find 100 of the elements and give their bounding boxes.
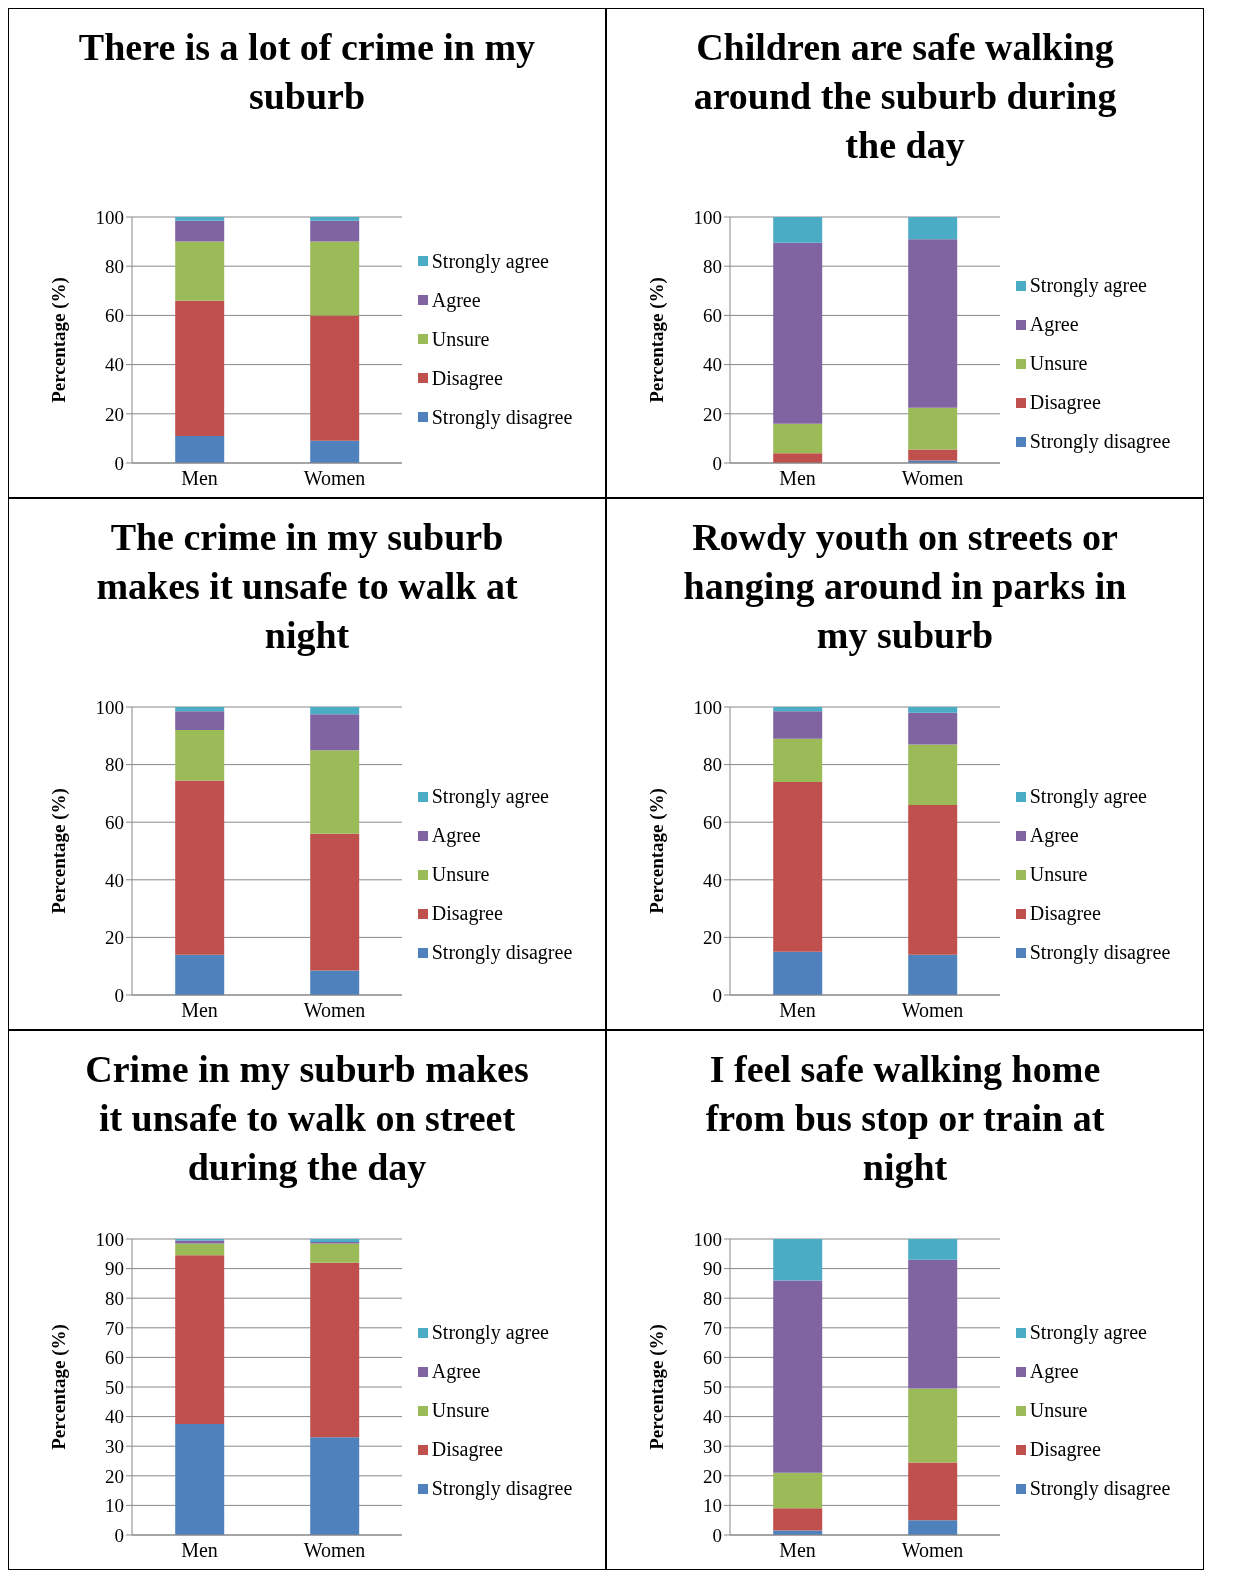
legend-label: Unsure <box>431 327 490 351</box>
legend-label: Unsure <box>431 1399 490 1422</box>
x-tick-label: Women <box>303 467 366 490</box>
legend-label: Disagree <box>1029 391 1101 414</box>
y-tick-label: 60 <box>702 811 722 833</box>
y-axis-title: Percentage (%) <box>645 788 668 914</box>
x-tick-label: Women <box>303 1539 366 1562</box>
legend-label: Disagree <box>1029 1438 1101 1461</box>
y-tick-label: 100 <box>95 696 124 718</box>
legend-label: Strongly disagree <box>431 941 573 964</box>
y-tick-label: 80 <box>104 1287 124 1309</box>
legend-label: Unsure <box>1029 863 1088 886</box>
legend-label: Agree <box>1029 1360 1079 1383</box>
y-tick-label: 30 <box>104 1435 124 1457</box>
y-tick-label: 60 <box>702 305 722 327</box>
y-axis-title: Percentage (%) <box>47 788 70 914</box>
y-tick-label: 70 <box>104 1317 124 1339</box>
y-tick-label: 100 <box>95 1228 124 1250</box>
chart-title: Crime in my suburb makes it unsafe to walk on street during the day <box>84 1047 530 1190</box>
y-axis-title: Percentage (%) <box>645 1324 668 1450</box>
legend-label: Strongly agree <box>1029 274 1147 297</box>
legend-label: Strongly disagree <box>431 1477 573 1500</box>
y-tick-label: 0 <box>712 1524 722 1546</box>
chart-title: Children are safe walking around the suburb during the day <box>692 25 1118 168</box>
y-tick-label: 20 <box>104 927 124 949</box>
y-tick-label: 60 <box>104 811 124 833</box>
y-tick-label: 20 <box>104 1465 124 1487</box>
y-tick-label: 80 <box>104 754 124 776</box>
y-tick-label: 0 <box>114 452 124 474</box>
y-tick-label: 40 <box>104 354 124 376</box>
y-tick-label: 80 <box>702 754 722 776</box>
x-tick-label: Women <box>901 1539 964 1562</box>
legend-label: Strongly agree <box>1029 1321 1147 1344</box>
legend-label: Agree <box>1029 313 1079 336</box>
legend-label: Disagree <box>431 902 503 925</box>
x-tick-label: Men <box>180 467 218 490</box>
legend-label: Agree <box>1029 824 1079 847</box>
x-tick-label: Women <box>901 999 964 1022</box>
legend-label: Disagree <box>1029 902 1101 925</box>
x-tick-label: Women <box>901 467 964 490</box>
legend-label: Strongly disagree <box>431 405 573 429</box>
legend-label: Strongly agree <box>1029 785 1147 808</box>
y-tick-label: 0 <box>712 452 722 474</box>
y-tick-label: 40 <box>702 869 722 891</box>
y-tick-label: 30 <box>702 1435 722 1457</box>
y-tick-label: 40 <box>702 354 722 376</box>
y-tick-label: 100 <box>95 206 124 228</box>
x-tick-label: Women <box>303 999 366 1022</box>
chart-title: There is a lot of crime in my suburb <box>77 25 537 119</box>
y-axis-title: Percentage (%) <box>47 1324 70 1450</box>
y-tick-label: 80 <box>104 255 124 277</box>
y-tick-label: 40 <box>104 1406 124 1428</box>
y-tick-label: 20 <box>702 403 722 425</box>
legend-label: Strongly agree <box>431 249 549 273</box>
y-tick-label: 40 <box>702 1406 722 1428</box>
y-tick-label: 0 <box>712 984 722 1006</box>
y-tick-label: 20 <box>104 403 124 425</box>
y-tick-label: 0 <box>114 1524 124 1546</box>
y-tick-label: 60 <box>702 1347 722 1369</box>
x-tick-label: Men <box>180 999 218 1022</box>
x-tick-label: Men <box>778 467 816 490</box>
x-tick-label: Men <box>778 999 816 1022</box>
y-tick-label: 10 <box>104 1495 124 1517</box>
legend-label: Unsure <box>431 863 490 886</box>
y-tick-label: 90 <box>104 1258 124 1280</box>
legend-label: Agree <box>431 288 481 312</box>
x-tick-label: Men <box>180 1539 218 1562</box>
legend-label: Strongly disagree <box>1029 941 1171 964</box>
y-tick-label: 40 <box>104 869 124 891</box>
y-tick-label: 70 <box>702 1317 722 1339</box>
legend-label: Strongly agree <box>431 1321 549 1344</box>
x-tick-label: Men <box>778 1539 816 1562</box>
y-tick-label: 60 <box>104 1347 124 1369</box>
legend-label: Unsure <box>1029 1399 1088 1422</box>
chart-title: The crime in my suburb makes it unsafe to walk at night <box>95 515 519 658</box>
legend-label: Disagree <box>431 1438 503 1461</box>
y-axis-title: Percentage (%) <box>47 277 70 403</box>
legend-label: Unsure <box>1029 352 1088 375</box>
legend-label: Agree <box>431 824 481 847</box>
y-tick-label: 90 <box>702 1258 722 1280</box>
y-tick-label: 60 <box>104 305 124 327</box>
chart-title: I feel safe walking home from bus stop or train at night <box>704 1047 1106 1190</box>
y-tick-label: 20 <box>702 927 722 949</box>
legend-label: Agree <box>431 1360 481 1383</box>
legend-label: Strongly disagree <box>1029 1477 1171 1500</box>
y-axis-title: Percentage (%) <box>645 277 668 403</box>
legend-label: Strongly disagree <box>1029 430 1171 453</box>
y-tick-label: 80 <box>702 1287 722 1309</box>
y-tick-label: 50 <box>104 1376 124 1398</box>
y-tick-label: 10 <box>702 1495 722 1517</box>
y-tick-label: 80 <box>702 255 722 277</box>
legend-label: Disagree <box>431 366 503 390</box>
y-tick-label: 100 <box>693 696 722 718</box>
y-tick-label: 100 <box>693 1228 722 1250</box>
y-tick-label: 0 <box>114 984 124 1006</box>
y-tick-label: 100 <box>693 206 722 228</box>
legend-label: Strongly agree <box>431 785 549 808</box>
y-tick-label: 20 <box>702 1465 722 1487</box>
y-tick-label: 50 <box>702 1376 722 1398</box>
chart-title: Rowdy youth on streets or hanging around in parks in my suburb <box>682 515 1128 658</box>
